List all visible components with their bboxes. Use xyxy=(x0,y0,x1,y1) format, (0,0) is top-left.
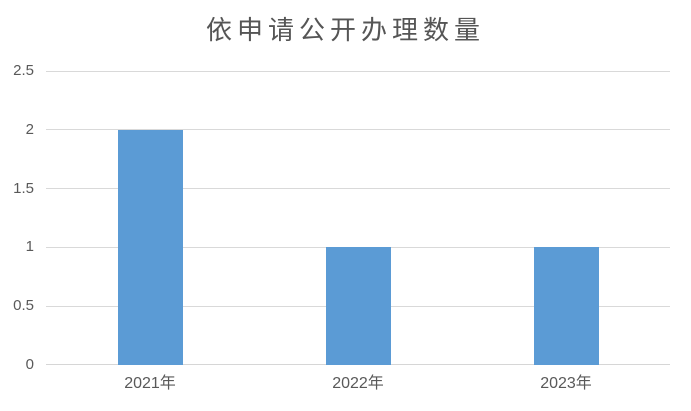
plot-area xyxy=(46,70,670,365)
gridline xyxy=(46,70,670,72)
x-tick-label: 2022年 xyxy=(332,375,384,392)
chart-title: 依申请公开办理数量 xyxy=(205,16,485,45)
y-tick-label: 1 xyxy=(25,238,34,256)
gridline xyxy=(46,188,670,190)
y-tick-label: 1.5 xyxy=(13,179,34,197)
y-tick-label: 2.5 xyxy=(13,62,34,79)
x-tick-label: 2021年 xyxy=(124,375,176,392)
y-tick-label: 0 xyxy=(25,356,34,373)
x-tick-label: 2023年 xyxy=(540,375,592,392)
bar-2023年 xyxy=(533,247,599,365)
bar-2022年 xyxy=(325,247,391,365)
bar-2021年 xyxy=(117,129,183,365)
y-tick-label: 0.5 xyxy=(13,297,34,315)
gridline xyxy=(46,129,670,131)
y-tick-label: 2 xyxy=(25,120,34,138)
